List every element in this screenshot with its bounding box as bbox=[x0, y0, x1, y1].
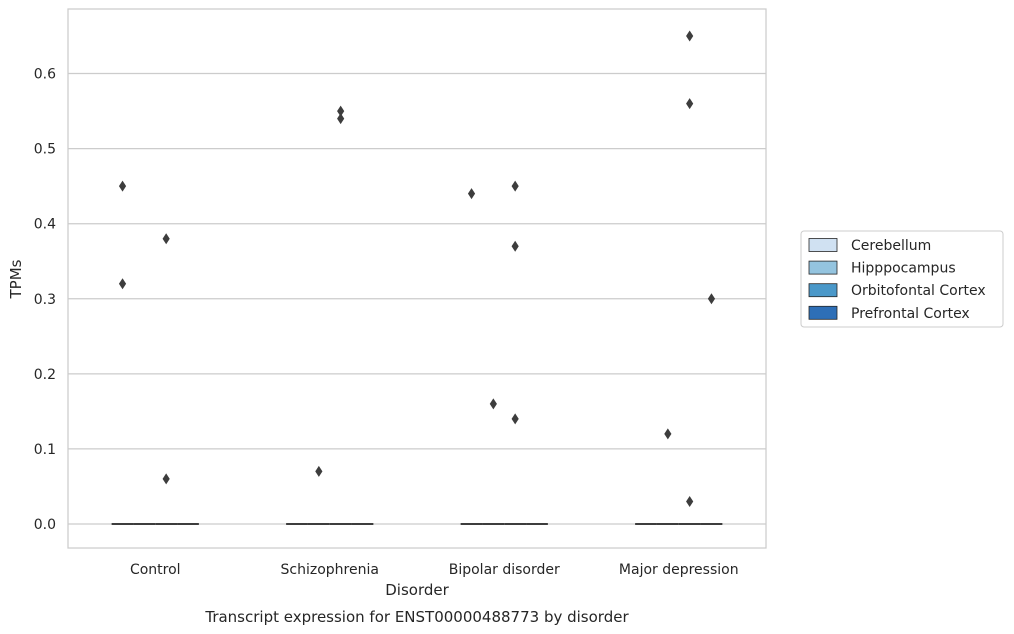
outlier-point bbox=[337, 113, 345, 125]
legend-label: Cerebellum bbox=[851, 238, 931, 254]
x-axis-label: Disorder bbox=[385, 581, 449, 599]
outlier-point bbox=[511, 180, 519, 192]
outlier-point bbox=[489, 398, 497, 410]
outlier-point bbox=[664, 428, 672, 440]
legend-frame bbox=[800, 230, 1004, 328]
plot-area bbox=[67, 8, 767, 549]
legend-swatch bbox=[808, 238, 838, 252]
legend: Cerebellum Hipppocampus Orbitofontal Corte… bbox=[800, 230, 1004, 328]
y-tick-label: 0.3 bbox=[34, 292, 56, 308]
legend-label: Hipppocampus bbox=[851, 261, 956, 277]
outlier-point bbox=[686, 98, 694, 110]
outlier-point bbox=[686, 495, 694, 507]
y-tick-label: 0.1 bbox=[34, 442, 56, 458]
y-tick-label: 0.4 bbox=[34, 217, 56, 233]
x-axis-ticks: Control Schizophrenia Bipolar disorder Majo… bbox=[130, 562, 739, 578]
y-tick-label: 0.5 bbox=[34, 142, 56, 158]
y-tick-label: 0.2 bbox=[34, 367, 56, 383]
outlier-point bbox=[118, 278, 127, 290]
outlier-point bbox=[162, 233, 170, 245]
x-tick-label: Schizophrenia bbox=[281, 562, 379, 578]
y-axis-ticks: 0.0 0.1 0.2 0.3 0.4 0.5 0.6 bbox=[34, 67, 56, 533]
outlier-point bbox=[315, 465, 323, 477]
legend-label: Orbitofontal Cortex bbox=[851, 283, 986, 299]
outlier-point bbox=[511, 413, 519, 425]
x-tick-label: Bipolar disorder bbox=[449, 562, 560, 578]
legend-swatch bbox=[808, 305, 838, 320]
outlier-point bbox=[118, 180, 127, 192]
legend-swatch bbox=[808, 283, 838, 298]
x-tick-label: Major depression bbox=[619, 562, 739, 578]
outlier-points bbox=[118, 30, 716, 507]
y-tick-label: 0.6 bbox=[34, 67, 56, 83]
outlier-point bbox=[467, 188, 476, 200]
legend-swatch bbox=[808, 260, 838, 275]
grid-lines bbox=[68, 72, 766, 525]
outlier-point bbox=[707, 293, 716, 305]
y-axis-label: TPMs bbox=[7, 259, 25, 299]
outlier-point bbox=[162, 473, 170, 485]
x-tick-label: Control bbox=[130, 562, 181, 578]
chart-caption: Transcript expression for ENST0000048877… bbox=[204, 608, 629, 626]
outlier-point bbox=[686, 30, 694, 42]
outlier-point bbox=[337, 105, 345, 117]
outlier-point bbox=[511, 240, 519, 252]
y-tick-label: 0.0 bbox=[34, 517, 56, 533]
legend-label: Prefrontal Cortex bbox=[851, 306, 970, 322]
